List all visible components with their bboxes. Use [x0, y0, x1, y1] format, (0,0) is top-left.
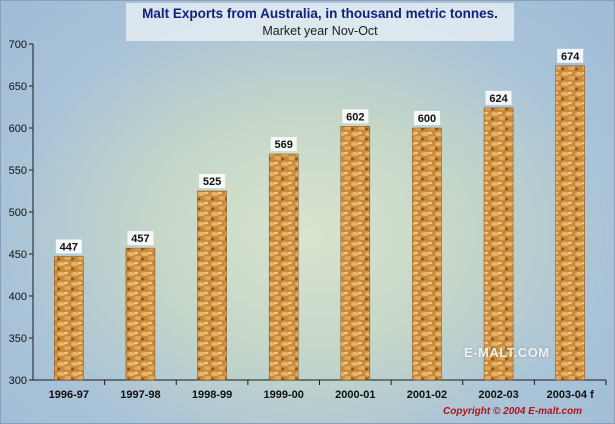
data-label: 447 [60, 242, 78, 254]
data-label: 602 [346, 111, 364, 123]
watermark-text: E-MALT.COM [464, 345, 550, 360]
data-label: 624 [489, 93, 508, 105]
y-tick-label: 400 [9, 291, 27, 303]
data-label-background [199, 174, 226, 188]
chart-subtitle: Market year Nov-Oct [262, 24, 378, 38]
y-tick-label: 550 [9, 165, 27, 177]
bar-1999-00 [268, 153, 299, 381]
data-label-background [342, 109, 369, 124]
bar-1996-97 [54, 256, 84, 381]
y-axis: 300 350 400 450 500 550 600 650 700 [9, 39, 34, 387]
data-label-background [557, 48, 584, 63]
x-tick-label: 2002-03 [478, 389, 518, 401]
data-label: 569 [275, 139, 293, 151]
x-tick-label: 1997-98 [120, 389, 160, 401]
data-label-background [55, 239, 82, 254]
data-label: 600 [418, 113, 436, 125]
data-labels: 447 457 525 569 602 600 624 674 [55, 48, 584, 254]
y-tick-label: 450 [9, 249, 27, 261]
y-tick-label: 700 [9, 39, 27, 51]
x-tick-label: 2000-01 [335, 389, 375, 401]
bar-1998-99 [197, 190, 227, 381]
data-label: 674 [561, 51, 580, 63]
x-tick-label: 1999-00 [264, 389, 304, 401]
data-label-background [270, 137, 297, 152]
data-label-background [413, 111, 440, 125]
x-tick-label: 1996-97 [49, 389, 89, 401]
x-axis: 1996-97 1997-98 1998-99 1999-00 2000-01 2001-… [33, 379, 607, 401]
bar-2003-04 f [555, 65, 585, 381]
title-panel: Malt Exports from Australia, in thousand… [126, 3, 514, 41]
bar-2001-02 [412, 127, 442, 381]
data-label-background [485, 90, 512, 105]
copyright-text: Copyright © 2004 E-malt.com [443, 406, 583, 417]
y-tick-label: 350 [9, 333, 27, 345]
y-tick-label: 650 [9, 81, 27, 93]
bar-2002-03 [483, 107, 514, 381]
data-label: 457 [131, 233, 149, 245]
bars-group [54, 65, 585, 381]
bar-2000-01 [340, 126, 371, 381]
y-tick-label: 500 [9, 207, 27, 219]
chart-title: Malt Exports from Australia, in thousand… [142, 6, 498, 21]
x-tick-label: 2001-02 [407, 389, 447, 401]
x-tick-label: 1998-99 [192, 389, 232, 401]
y-tick-label: 300 [9, 375, 27, 387]
data-label: 525 [203, 176, 221, 188]
data-label-background [127, 231, 154, 246]
y-tick-label: 600 [9, 123, 27, 135]
bar-1997-98 [125, 247, 156, 381]
x-tick-label: 2003-04 f [547, 389, 594, 401]
